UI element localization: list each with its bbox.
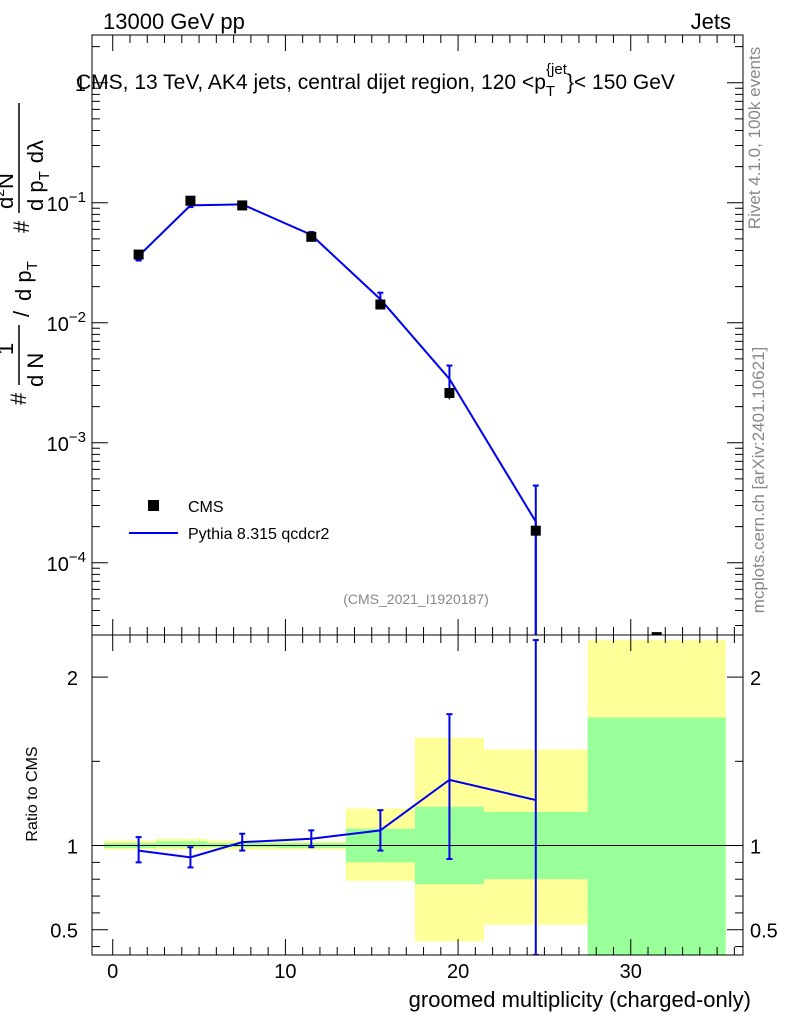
uncertainty-band-green <box>155 841 208 848</box>
ratio-clipped-group <box>92 639 743 955</box>
ratio-x-axis: 0 10 20 30 <box>107 635 735 983</box>
ylabel-slash: / <box>9 310 34 317</box>
title-sup: {jet <box>546 61 568 78</box>
title-main: CMS, 13 TeV, AK4 jets, central dijet reg… <box>76 71 546 94</box>
x-tick-label: 20 <box>447 961 469 983</box>
ylabel-one: 1 <box>0 343 18 355</box>
ratio-panel: 0.5 0.5 1 1 2 2 0 10 20 30 Ratio to CMS groomed … <box>24 634 778 1012</box>
header-right: Jets <box>691 9 731 34</box>
cms-data-point <box>651 632 662 635</box>
ylabel-hash-1: # <box>6 392 31 405</box>
ylabel-dn: d N <box>23 353 48 387</box>
ratio-y-tick-label-left: 0.5 <box>50 921 78 943</box>
ylabel-2: 2 <box>0 189 7 197</box>
cms-data-point <box>530 525 541 536</box>
ratio-y-axis: 0.5 0.5 1 1 2 2 <box>50 668 778 948</box>
svg-text:d pT: d pT <box>11 261 41 301</box>
main-y-tick-label: 10−3 <box>47 429 86 456</box>
ratio-y-tick-label-left: 1 <box>67 837 78 859</box>
tick-base: 10 <box>47 314 69 336</box>
svg-text:d pTdλ: d pTdλ <box>23 140 53 211</box>
ylabel-n: N <box>0 173 18 189</box>
ratio-y-tick-label-right: 1 <box>750 837 761 859</box>
tick-base: 10 <box>47 434 69 456</box>
uncertainty-band-green <box>587 717 726 955</box>
header-left: 13000 GeV pp <box>103 9 245 34</box>
main-y-tick-label: 10−1 <box>47 189 86 216</box>
legend-cms-label: CMS <box>188 499 224 516</box>
title-tail: }< 150 GeV <box>567 71 675 94</box>
title-sub: T <box>546 83 555 100</box>
ylabel-hash-2: # <box>9 220 34 233</box>
rivet-label: Rivet 4.1.0, 100k events <box>745 47 764 229</box>
plot-title: CMS, 13 TeV, AK4 jets, central dijet reg… <box>76 61 675 100</box>
main-y-tick-label: 1 <box>75 74 86 96</box>
ratio-y-axis-label: Ratio to CMS <box>24 746 41 841</box>
svg-text:#: # <box>6 392 31 405</box>
ratio-frame <box>91 634 744 956</box>
tick-base: 10 <box>47 194 69 216</box>
tick-exponent: −4 <box>69 549 86 566</box>
legend-cms-marker <box>148 500 159 511</box>
ylabel-pt-sub2: T <box>36 171 53 180</box>
pythia-line <box>137 203 537 635</box>
main-y-axis: 10−410−310−210−11 <box>47 46 743 626</box>
ratio-y-tick-label-left: 2 <box>67 668 78 690</box>
analysis-watermark: (CMS_2021_I1920187) <box>343 591 489 607</box>
ratio-plot-area <box>92 639 743 955</box>
ratio-y-tick-label-right: 2 <box>750 668 761 690</box>
main-x-ticks <box>112 35 735 635</box>
legend-pythia-label: Pythia 8.315 qcdcr2 <box>188 526 330 543</box>
cms-data-point <box>133 249 144 260</box>
tick-base: 10 <box>47 554 69 576</box>
ylabel-dlambda: dλ <box>23 140 48 163</box>
x-tick-label: 10 <box>274 961 296 983</box>
main-frame <box>91 34 744 636</box>
tick-exponent: −1 <box>69 189 86 206</box>
x-tick-label: 30 <box>620 961 642 983</box>
tick-exponent: −2 <box>69 309 86 326</box>
cms-data-point <box>237 200 248 211</box>
main-y-axis-label: # 1 d N / d pT # d2N d pTdλ <box>0 103 53 405</box>
main-panel: 10−410−310−210−11 CMS, 13 TeV, AK4 jets,… <box>0 34 744 636</box>
cms-data-point <box>185 195 196 206</box>
cms-data-point <box>306 231 317 242</box>
ylabel-dp: d p <box>11 270 36 301</box>
mcplots-label: mcplots.cern.ch [arXiv:2401.10621] <box>749 347 768 613</box>
cms-data-point <box>444 387 455 398</box>
main-y-tick-label: 10−4 <box>47 549 86 576</box>
x-axis-label: groomed multiplicity (charged-only) <box>409 987 751 1012</box>
cms-data-point <box>375 299 386 310</box>
main-plot-area <box>133 195 662 635</box>
ylabel-dp2: d p <box>23 180 48 211</box>
ylabel-d: d <box>0 197 18 209</box>
ratio-y-tick-label-right: 0.5 <box>750 921 778 943</box>
svg-text:d2N: d2N <box>0 173 18 209</box>
main-y-tick-label: 10−2 <box>47 309 86 336</box>
x-tick-label: 0 <box>107 961 118 983</box>
ylabel-pt-sub: T <box>24 261 41 270</box>
tick-exponent: −3 <box>69 429 86 446</box>
main-clipped-group <box>133 195 662 635</box>
